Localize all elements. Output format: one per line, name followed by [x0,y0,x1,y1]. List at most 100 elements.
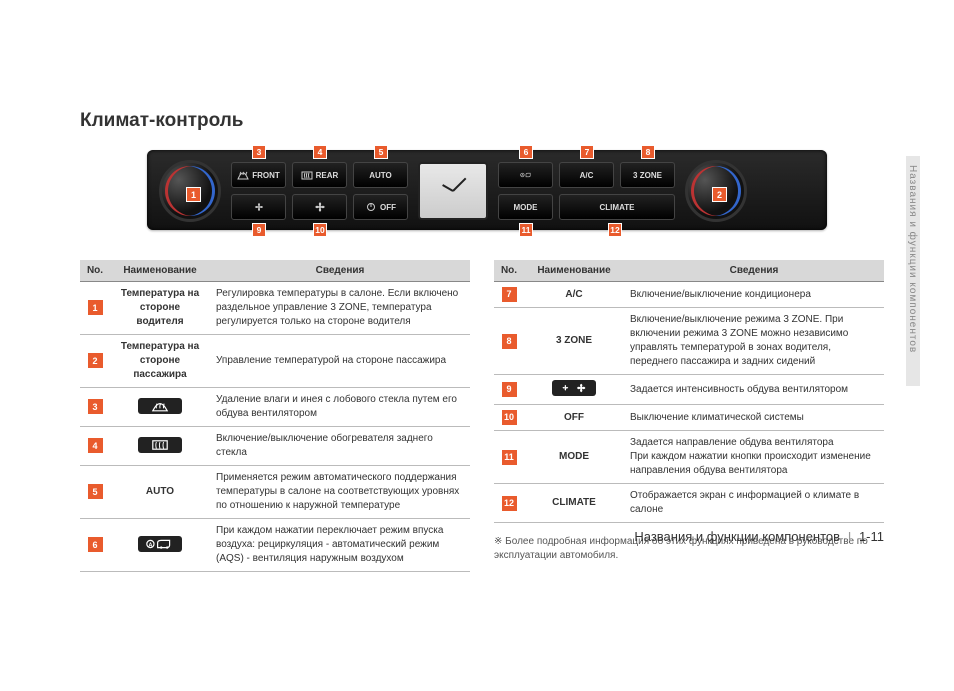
cell-name: A/C [524,282,624,308]
cell-desc: Управление температурой на стороне пасса… [210,335,470,388]
cell-name: MODE [524,431,624,484]
th-no-r: No. [494,260,524,282]
ac-button: A/C 7 [559,162,614,188]
page-footer: Названия и функции компонентов I 1-11 [634,529,884,544]
side-label: Названия и функции компонентов [907,165,918,353]
cell-desc: Задается направление обдува вентилятораП… [624,431,884,484]
tag-6: 6 [519,145,533,159]
rear-label: REAR [316,171,339,180]
left-button-grid: FRONT 3 REAR 4 AUTO 5 9 10 OFF [231,162,408,220]
zone-label: 3 ZONE [633,171,662,180]
rear-defrost-button: REAR 4 [292,162,347,188]
auto-button: AUTO 5 [353,162,408,188]
ac-label: A/C [580,171,594,180]
cell-name [110,427,210,466]
tables-row: No. Наименование Сведения 1Температура н… [80,260,894,572]
recirc-button: A 6 [498,162,553,188]
cell-no: 2 [80,335,110,388]
cell-name: A [110,519,210,572]
cell-name: AUTO [110,466,210,519]
cell-no: 1 [80,282,110,335]
cell-desc: Включение/выключение кондиционера [624,282,884,308]
mode-button: MODE 11 [498,194,553,220]
right-button-grid: A 6 A/C 7 3 ZONE 8 MODE 11 CLIMATE 12 [498,162,675,220]
tag-11: 11 [519,223,533,237]
cell-name [524,375,624,405]
cell-desc: Задается интенсивность обдува вентилятор… [624,375,884,405]
cell-no: 8 [494,308,524,375]
cell-name: Температура на стороне водителя [110,282,210,335]
cell-desc: Удаление влаги и инея с лобового стекла … [210,388,470,427]
table-row: 83 ZONEВключение/выключение режима 3 ZON… [494,308,884,375]
table-row: 12CLIMATEОтображается экран с информацие… [494,484,884,523]
th-name-r: Наименование [524,260,624,282]
marker-2: 2 [712,187,727,202]
th-no: No. [80,260,110,282]
cell-desc: Регулировка температуры в салоне. Если в… [210,282,470,335]
table-row: 5AUTOПрименяется режим автоматического п… [80,466,470,519]
footnote-marker: ※ [494,536,502,547]
table-row: 10OFFВыключение климатической системы [494,405,884,431]
tag-9: 9 [252,223,266,237]
page-title: Климат-контроль [80,110,894,132]
th-desc: Сведения [210,260,470,282]
table-row: 1Температура на стороне водителяРегулиро… [80,282,470,335]
cell-no: 9 [494,375,524,405]
table-left: No. Наименование Сведения 1Температура н… [80,260,470,572]
front-defrost-button: FRONT 3 [231,162,286,188]
tag-10: 10 [313,223,327,237]
cell-desc: Выключение климатической системы [624,405,884,431]
cell-desc: Включение/выключение обогревателя заднег… [210,427,470,466]
mode-label: MODE [514,203,538,212]
tag-3: 3 [252,145,266,159]
cell-desc: При каждом нажатии переключает режим впу… [210,519,470,572]
auto-label: AUTO [369,171,392,180]
footer-sep: I [848,529,852,544]
cell-no: 5 [80,466,110,519]
cell-name: Температура на стороне пассажира [110,335,210,388]
tag-12: 12 [608,223,622,237]
cell-name: CLIMATE [524,484,624,523]
cell-no: 4 [80,427,110,466]
table-row: 9 Задается интенсивность обдува вентилято… [494,375,884,405]
tag-4: 4 [313,145,327,159]
table-row: 11MODEЗадается направление обдува вентил… [494,431,884,484]
footer-page: 1-11 [859,529,884,544]
table-row: 6 A При каждом нажатии переключает режим в… [80,519,470,572]
cell-no: 7 [494,282,524,308]
passenger-temp-dial: 2 [685,160,747,222]
tag-8: 8 [641,145,655,159]
table-right: No. Наименование Сведения 7A/CВключение/… [494,260,884,523]
climate-button: CLIMATE 12 [559,194,675,220]
tag-7: 7 [580,145,594,159]
cell-desc: Включение/выключение режима 3 ZONE. При … [624,308,884,375]
cell-no: 6 [80,519,110,572]
fan-up-button: 10 [292,194,347,220]
cell-no: 11 [494,431,524,484]
cell-no: 12 [494,484,524,523]
th-name: Наименование [110,260,210,282]
cell-desc: Применяется режим автоматического поддер… [210,466,470,519]
cell-no: 10 [494,405,524,431]
fan-down-button: 9 [231,194,286,220]
tag-5: 5 [374,145,388,159]
analog-clock [418,162,488,220]
table-row: 7A/CВключение/выключение кондиционера [494,282,884,308]
climate-control-panel: 1 FRONT 3 REAR 4 AUTO 5 9 [147,150,827,230]
cell-no: 3 [80,388,110,427]
cell-desc: Отображается экран с информацией о клима… [624,484,884,523]
svg-text:A: A [148,542,152,548]
front-label: FRONT [252,171,280,180]
cell-name: 3 ZONE [524,308,624,375]
cell-name: OFF [524,405,624,431]
table-row: 2Температура на стороне пассажираУправле… [80,335,470,388]
climate-label: CLIMATE [600,203,635,212]
driver-temp-dial: 1 [159,160,221,222]
table-row: 3 Удаление влаги и инея с лобового стекла… [80,388,470,427]
table-row: 4 Включение/выключение обогревателя задне… [80,427,470,466]
th-desc-r: Сведения [624,260,884,282]
cell-name [110,388,210,427]
zone-button: 3 ZONE 8 [620,162,675,188]
footer-text: Названия и функции компонентов [634,529,840,544]
off-button: OFF [353,194,408,220]
